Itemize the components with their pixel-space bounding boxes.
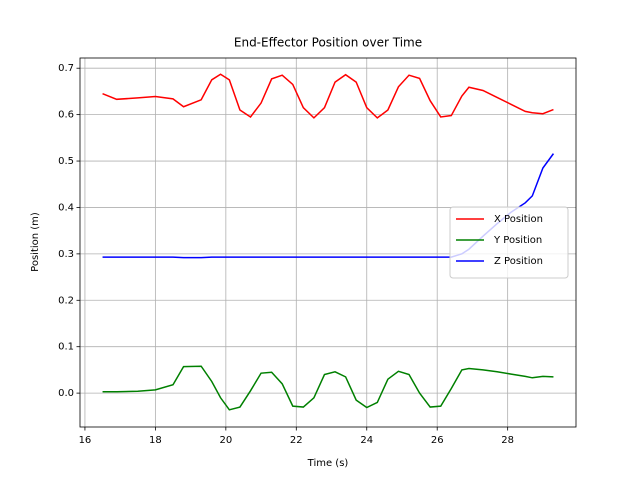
legend-label: Z Position	[494, 256, 543, 267]
line-series	[102, 365, 554, 411]
legend-label: Y Position	[493, 235, 542, 246]
y-axis-label: Position (m)	[30, 212, 41, 272]
x-tick-label: 28	[501, 435, 514, 446]
legend-label: X Position	[494, 214, 543, 225]
x-tick-label: 24	[360, 435, 373, 446]
y-tick-label: 0.4	[58, 202, 74, 213]
chart-title: End-Effector Position over Time	[234, 36, 422, 50]
x-tick-label: 22	[290, 435, 303, 446]
y-tick-label: 0.3	[58, 249, 74, 260]
y-tick-label: 0.6	[58, 110, 74, 121]
x-axis-label: Time (s)	[307, 458, 349, 469]
y-tick-label: 0.0	[58, 388, 74, 399]
plot-frame	[79, 57, 577, 428]
x-tick-label: 20	[219, 435, 232, 446]
y-tick-label: 0.1	[58, 342, 74, 353]
x-tick-label: 18	[149, 435, 162, 446]
y-tick-label: 0.2	[58, 295, 74, 306]
y-tick-label: 0.5	[58, 156, 74, 167]
x-tick-label: 16	[79, 435, 92, 446]
line-series	[102, 73, 554, 119]
legend: X Position Y Position Z Position	[449, 206, 569, 279]
y-tick-label: 0.7	[58, 63, 74, 74]
x-tick-label: 26	[431, 435, 444, 446]
